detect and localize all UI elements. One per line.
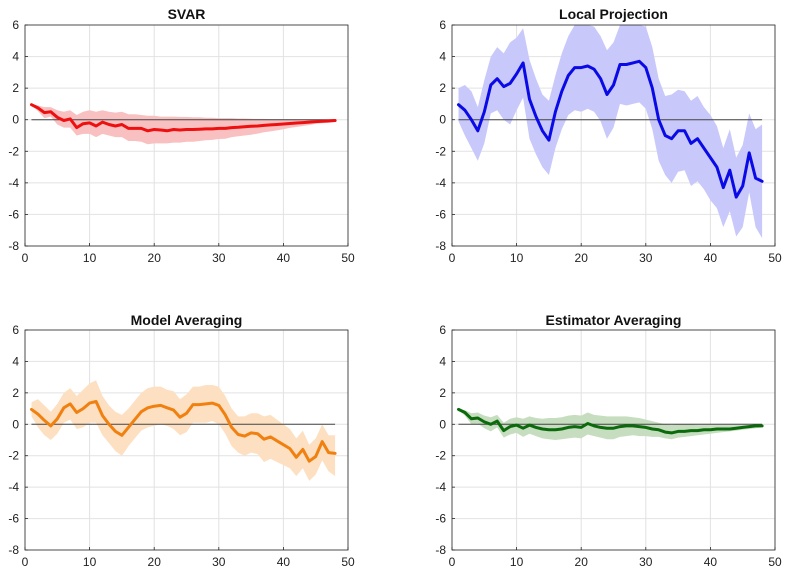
confidence-band — [31, 103, 336, 145]
confidence-band — [31, 380, 336, 481]
x-tick-label: 30 — [639, 555, 653, 569]
y-tick-label: 6 — [439, 18, 446, 32]
axes-box — [24, 329, 349, 551]
response-line — [457, 407, 764, 435]
x-tick-label: 30 — [212, 555, 226, 569]
x-tick-label: 20 — [148, 251, 162, 265]
panel-estimator-averaging: Estimator Averaging 0 10 20 30 40 506420-2-4-… — [435, 312, 782, 569]
x-tick-label: 10 — [83, 555, 97, 569]
y-tick-label: -4 — [8, 176, 19, 190]
y-tick-label: 4 — [12, 50, 19, 64]
y-tick-label: 2 — [12, 81, 19, 95]
y-tick-label: 4 — [439, 50, 446, 64]
y-tick-label: -4 — [8, 480, 19, 494]
y-tick-label: 0 — [12, 417, 19, 431]
response-line — [30, 103, 337, 133]
chart-title: Model Averaging — [131, 312, 243, 328]
x-tick-label: 50 — [341, 555, 355, 569]
x-tick-label: 0 — [22, 555, 29, 569]
y-tick-label: -2 — [435, 449, 446, 463]
confidence-band — [458, 25, 763, 239]
y-tick-label: -2 — [8, 449, 19, 463]
y-tick-label: 6 — [12, 18, 19, 32]
x-tick-label: 30 — [639, 251, 653, 265]
axes-box — [451, 329, 776, 551]
x-tick-label: 40 — [277, 555, 291, 569]
x-tick-label: 40 — [277, 251, 291, 265]
y-tick-label: -8 — [8, 543, 19, 557]
y-tick-label: -2 — [8, 144, 19, 158]
y-tick-label: -2 — [435, 144, 446, 158]
y-tick-label: -8 — [435, 543, 446, 557]
plot-area — [452, 330, 775, 550]
y-tick-label: -4 — [435, 480, 446, 494]
response-line — [457, 59, 764, 199]
x-tick-label: 10 — [510, 251, 524, 265]
y-tick-label: 2 — [12, 386, 19, 400]
y-tick-label: -4 — [435, 176, 446, 190]
y-tick-label: 0 — [12, 113, 19, 127]
y-tick-label: 6 — [12, 323, 19, 337]
y-tick-label: -6 — [8, 512, 19, 526]
y-tick-label: 2 — [439, 386, 446, 400]
y-tick-label: 0 — [439, 417, 446, 431]
y-tick-label: -8 — [8, 239, 19, 253]
x-tick-label: 50 — [341, 251, 355, 265]
y-tick-label: 2 — [439, 81, 446, 95]
y-tick-label: -8 — [435, 239, 446, 253]
y-tick-label: 6 — [439, 323, 446, 337]
response-line — [30, 400, 337, 463]
x-tick-label: 50 — [768, 555, 782, 569]
x-tick-label: 50 — [768, 251, 782, 265]
y-tick-label: 0 — [439, 113, 446, 127]
y-tick-label: 4 — [12, 354, 19, 368]
y-tick-label: 4 — [439, 354, 446, 368]
chart-title: SVAR — [168, 6, 206, 22]
chart-title: Local Projection — [559, 6, 668, 22]
axes-box — [451, 24, 776, 247]
chart-title: Estimator Averaging — [546, 312, 682, 328]
axes-box — [24, 24, 349, 247]
x-tick-label: 0 — [449, 251, 456, 265]
x-tick-label: 10 — [510, 555, 524, 569]
x-tick-label: 20 — [575, 555, 589, 569]
x-tick-label: 40 — [704, 251, 718, 265]
y-tick-label: -6 — [435, 207, 446, 221]
x-tick-label: 40 — [704, 555, 718, 569]
x-tick-label: 0 — [22, 251, 29, 265]
x-tick-label: 30 — [212, 251, 226, 265]
x-tick-label: 0 — [449, 555, 456, 569]
x-tick-label: 20 — [575, 251, 589, 265]
y-tick-label: -6 — [8, 207, 19, 221]
x-tick-label: 20 — [148, 555, 162, 569]
x-tick-label: 10 — [83, 251, 97, 265]
y-tick-label: -6 — [435, 512, 446, 526]
